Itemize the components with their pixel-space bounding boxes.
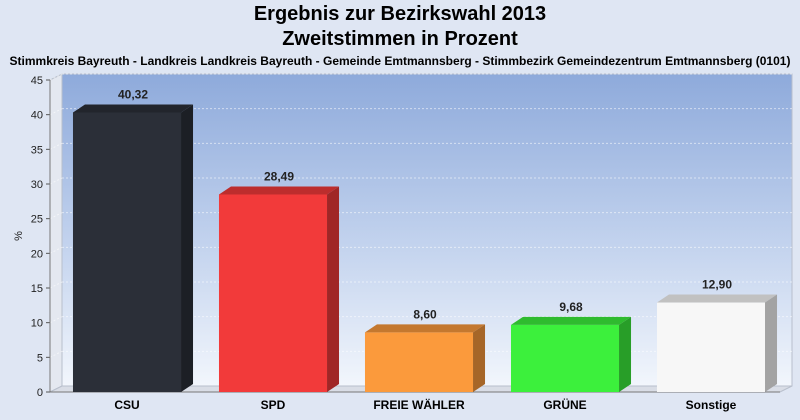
y-tick-label: 0 [37, 387, 43, 399]
bar [218, 194, 328, 392]
x-tick-label: FREIE WÄHLER [373, 397, 465, 412]
data-label: 8,60 [413, 307, 437, 321]
bar-top [510, 316, 632, 325]
y-tick-label: 15 [31, 283, 43, 295]
bar [364, 332, 474, 392]
y-tick-label: 30 [31, 179, 43, 191]
data-label: 9,68 [559, 300, 583, 314]
bar-side [765, 294, 778, 392]
bar-top [364, 324, 486, 333]
chart-subtitle: Zweitstimmen in Prozent [282, 28, 518, 50]
y-tick-label: 25 [31, 214, 43, 226]
chart-title: Ergebnis zur Bezirkswahl 2013 [253, 3, 547, 25]
data-label: 12,90 [702, 278, 732, 292]
plot-side-wall [49, 73, 63, 393]
y-tick-label: 20 [31, 248, 43, 260]
y-tick-label: 10 [31, 318, 43, 330]
bar [510, 324, 620, 392]
x-tick-label: GRÜNE [543, 397, 586, 412]
bar [72, 112, 182, 392]
y-tick-label: 35 [31, 144, 43, 156]
data-label: 40,32 [118, 87, 148, 101]
y-tick-label: 5 [37, 352, 43, 364]
x-tick-label: SPD [261, 398, 286, 412]
bar-side [327, 186, 340, 392]
bar-side [181, 104, 194, 392]
y-tick-label: 40 [31, 110, 43, 122]
bar-top [72, 104, 194, 113]
bar-side [473, 324, 486, 392]
x-tick-label: CSU [114, 398, 139, 412]
bar-top [656, 294, 778, 303]
chart-caption: Stimmkreis Bayreuth - Landkreis Landkrei… [9, 54, 791, 68]
bar-side [619, 316, 632, 392]
bar-top [218, 186, 340, 195]
x-tick-label: Sonstige [686, 398, 737, 412]
y-axis-label: % [13, 231, 25, 241]
data-label: 28,49 [264, 169, 294, 183]
bar [656, 302, 766, 392]
y-tick-label: 45 [31, 75, 43, 87]
